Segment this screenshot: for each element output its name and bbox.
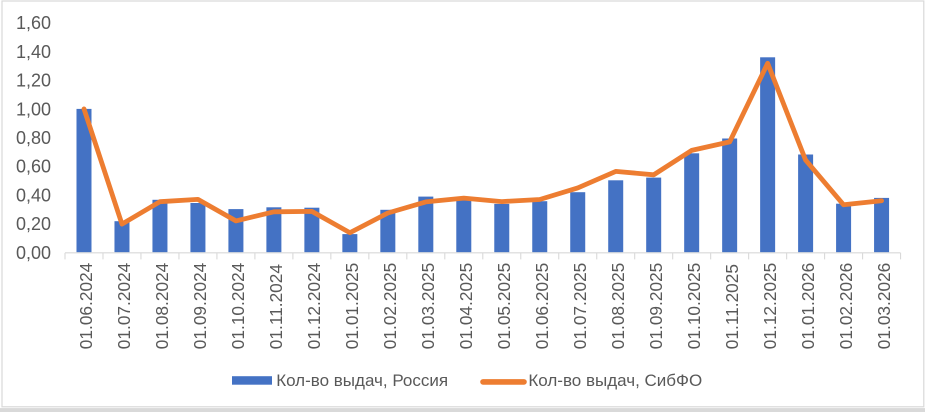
- svg-text:1,20: 1,20: [16, 71, 51, 91]
- svg-text:01.05.2025: 01.05.2025: [494, 263, 514, 350]
- svg-text:01.10.2024: 01.10.2024: [228, 262, 248, 349]
- svg-text:0,40: 0,40: [16, 185, 51, 205]
- svg-text:0,60: 0,60: [16, 157, 51, 177]
- svg-text:01.02.2025: 01.02.2025: [380, 263, 400, 350]
- svg-text:0,80: 0,80: [16, 128, 51, 148]
- svg-text:01.01.2026: 01.01.2026: [798, 263, 818, 350]
- svg-text:1,00: 1,00: [16, 99, 51, 119]
- svg-text:01.03.2025: 01.03.2025: [418, 263, 438, 350]
- svg-text:0,20: 0,20: [16, 214, 51, 234]
- svg-text:01.07.2025: 01.07.2025: [570, 263, 590, 350]
- svg-text:01.08.2024: 01.08.2024: [152, 262, 172, 349]
- svg-text:01.09.2025: 01.09.2025: [646, 263, 666, 350]
- svg-text:01.03.2026: 01.03.2026: [874, 263, 894, 350]
- svg-text:01.02.2026: 01.02.2026: [836, 263, 856, 350]
- svg-text:01.06.2024: 01.06.2024: [76, 262, 96, 349]
- svg-text:01.10.2025: 01.10.2025: [684, 263, 704, 350]
- svg-text:01.11.2025: 01.11.2025: [722, 264, 742, 349]
- svg-text:01.12.2024: 01.12.2024: [304, 262, 324, 349]
- svg-text:1,40: 1,40: [16, 42, 51, 62]
- svg-text:01.04.2025: 01.04.2025: [456, 263, 476, 350]
- svg-text:Кол-во выдач, Россия: Кол-во выдач, Россия: [276, 371, 448, 390]
- svg-text:01.08.2025: 01.08.2025: [608, 263, 628, 350]
- svg-text:01.12.2025: 01.12.2025: [760, 263, 780, 350]
- svg-text:01.06.2025: 01.06.2025: [532, 263, 552, 350]
- svg-text:0,00: 0,00: [16, 243, 51, 263]
- svg-text:01.01.2025: 01.01.2025: [342, 263, 362, 350]
- svg-text:Кол-во выдач, СибФО: Кол-во выдач, СибФО: [528, 371, 702, 390]
- svg-text:1,60: 1,60: [16, 13, 51, 33]
- svg-text:01.11.2024: 01.11.2024: [266, 264, 286, 350]
- svg-text:01.07.2024: 01.07.2024: [114, 262, 134, 349]
- svg-text:01.09.2024: 01.09.2024: [190, 262, 210, 349]
